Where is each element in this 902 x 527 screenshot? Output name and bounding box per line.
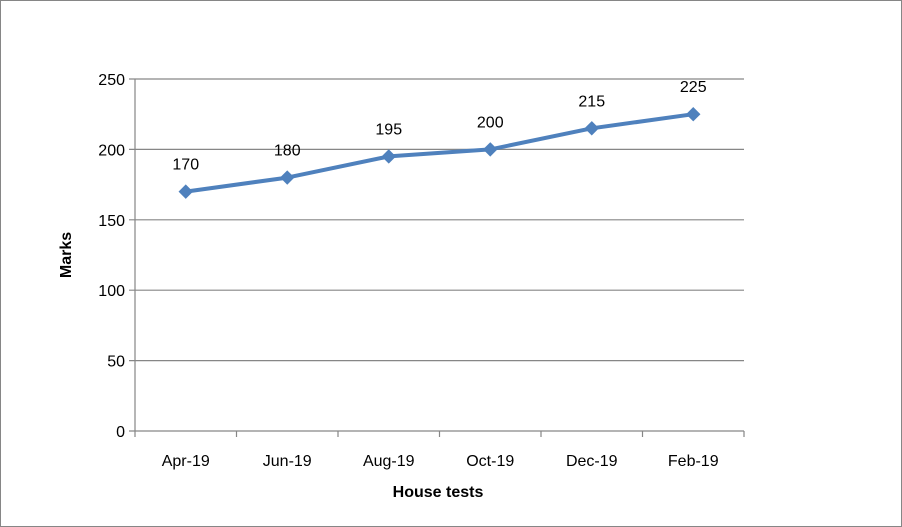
x-tick-label: Oct-19: [466, 453, 514, 470]
y-axis-title: Marks: [58, 232, 75, 278]
data-label: 195: [375, 121, 402, 138]
data-point: [483, 142, 498, 157]
data-label: 215: [578, 93, 605, 110]
y-tick-label: 200: [98, 142, 125, 159]
data-point: [686, 106, 701, 122]
y-tick-label: 250: [98, 72, 125, 89]
series-markers: [178, 106, 701, 199]
x-tick-label: Feb-19: [668, 453, 719, 470]
x-axis-title: House tests: [393, 484, 484, 501]
x-tick-label: Jun-19: [263, 453, 312, 470]
data-point: [381, 149, 396, 164]
series-line: [185, 112, 694, 194]
data-label: 200: [477, 114, 504, 131]
data-point: [178, 184, 193, 199]
data-point: [280, 170, 295, 185]
x-axis-ticks: Apr-19 Jun-19 Aug-19 Oct-19 Dec-19 Feb-19: [162, 453, 719, 470]
x-tick-label: Aug-19: [363, 453, 415, 470]
y-axis-ticks: 0 50 100 150 200 250: [98, 72, 125, 441]
y-tick-label: 0: [116, 424, 125, 441]
data-point: [584, 121, 599, 136]
data-label: 225: [680, 79, 707, 96]
data-label: 170: [172, 157, 199, 174]
x-tick-label: Apr-19: [162, 453, 210, 470]
gridlines: [129, 78, 745, 437]
x-tick-label: Dec-19: [566, 453, 618, 470]
y-tick-label: 150: [98, 213, 125, 230]
data-labels: 170 180 195 200 215 225: [172, 79, 706, 173]
y-tick-label: 100: [98, 283, 125, 300]
y-tick-label: 50: [107, 354, 125, 371]
data-label: 180: [274, 143, 301, 160]
